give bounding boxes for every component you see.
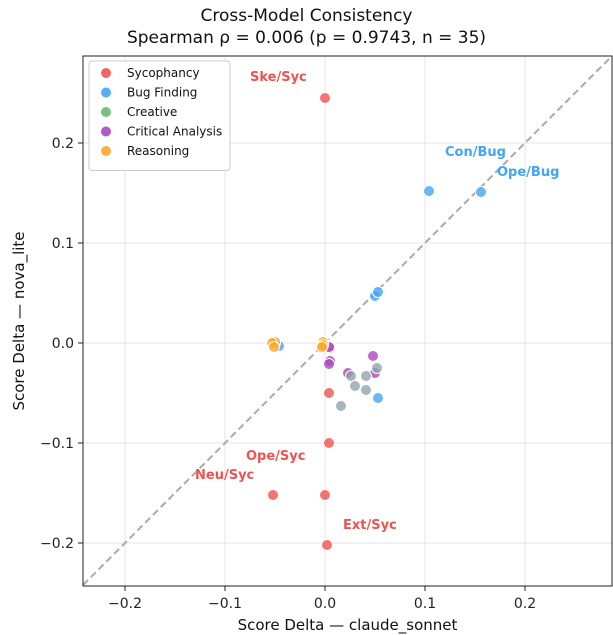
data-point [423, 185, 435, 197]
data-point [360, 384, 372, 396]
point-annotation: Ext/Syc [343, 518, 397, 533]
x-tick-label: −0.1 [208, 596, 242, 612]
data-point [267, 489, 279, 501]
data-point [319, 489, 331, 501]
legend: Sycophancy Bug Finding Creative Critical An… [88, 60, 231, 171]
legend-marker [101, 126, 111, 137]
y-tick-label: −0.1 [40, 436, 74, 452]
data-point [319, 92, 331, 104]
data-points [266, 92, 487, 551]
point-annotation: Ope/Syc [246, 449, 305, 464]
legend-label: Bug Finding [127, 86, 197, 100]
legend-marker [101, 107, 111, 117]
point-annotation: Neu/Syc [195, 468, 254, 483]
data-point [360, 370, 372, 382]
chart-subtitle: Spearman ρ = 0.006 (p = 0.9743, n = 35) [126, 28, 487, 48]
legend-label: Creative [127, 105, 177, 119]
x-tick-label: 0.1 [414, 596, 436, 612]
chart-title: Cross-Model Consistency [200, 6, 413, 26]
data-point [316, 341, 328, 353]
data-point [323, 387, 335, 399]
x-axis-label: Score Delta — claude_sonnet [238, 616, 458, 635]
data-point [321, 539, 333, 551]
legend-marker [101, 68, 111, 78]
data-point [372, 286, 384, 298]
data-point [323, 358, 335, 370]
annotations: Ske/Syc Con/Bug Ope/Bug Ope/Syc Neu/Syc Ext/S… [195, 70, 559, 533]
data-point [367, 350, 379, 362]
y-tick-label: −0.2 [40, 536, 74, 552]
y-axis-label: Score Delta — nova_lite [10, 231, 29, 410]
point-annotation: Ske/Syc [250, 70, 307, 85]
data-point [475, 186, 487, 198]
legend-label: Reasoning [127, 144, 189, 158]
y-tick-label: 0.0 [52, 336, 74, 352]
data-point [372, 392, 384, 404]
legend-marker [101, 146, 111, 156]
data-point [349, 380, 361, 392]
legend-box [88, 60, 231, 171]
data-point [345, 370, 357, 382]
data-point [335, 400, 347, 412]
plot-frame [82, 55, 613, 587]
axis-ticks: −0.2 −0.1 0.0 0.1 0.2 −0.2 −0.1 0.0 0.1 0.2 [40, 136, 536, 612]
y-tick-label: 0.1 [52, 236, 74, 252]
identity-diagonal-line [82, 55, 613, 586]
data-point [371, 362, 383, 374]
data-point [323, 437, 335, 449]
y-tick-label: 0.2 [52, 136, 74, 152]
x-tick-label: 0.2 [514, 596, 536, 612]
x-tick-label: 0.0 [314, 596, 336, 612]
legend-label: Sycophancy [127, 66, 200, 80]
point-annotation: Ope/Bug [497, 165, 559, 180]
data-point [268, 341, 280, 353]
legend-marker [101, 87, 111, 98]
point-annotation: Con/Bug [445, 145, 506, 160]
legend-label: Critical Analysis [127, 125, 222, 139]
x-tick-label: −0.2 [108, 596, 142, 612]
